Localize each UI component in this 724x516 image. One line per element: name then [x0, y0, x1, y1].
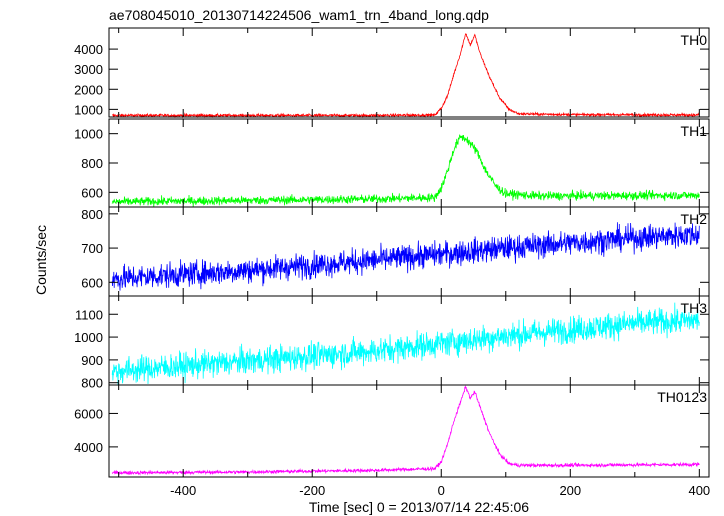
x-tick-label: 400: [688, 483, 710, 498]
panel-label: TH3: [681, 300, 708, 316]
y-tick-label: 600: [81, 185, 103, 200]
x-tick-label: 0: [438, 483, 445, 498]
y-tick-label: 1100: [75, 307, 103, 322]
y-tick-label: 1000: [74, 102, 103, 117]
panel-th0123: 4000 6000 TH0123: [74, 384, 710, 478]
panel-th1: 600 800 1000 TH1: [74, 118, 710, 208]
y-tick-label: 800: [81, 207, 103, 222]
panel-th3: 800 900 1000 1100 TH3: [74, 295, 710, 391]
panel-label: TH0: [681, 32, 708, 48]
y-tick-label: 4000: [74, 440, 103, 455]
y-tick-label: 6000: [74, 406, 103, 421]
y-tick-label: 2000: [74, 82, 103, 97]
panel-label: TH0123: [657, 389, 707, 405]
panel-th0: 1000 2000 3000 4000 TH0: [74, 27, 710, 119]
series-line-th0123: [111, 385, 700, 476]
y-tick-label: 900: [81, 353, 103, 368]
panel-frame: [108, 384, 710, 478]
series-line-th2: [111, 222, 700, 291]
y-tick-label: 3000: [74, 62, 103, 77]
y-tick-label: 4000: [74, 42, 103, 57]
y-tick-label: 800: [81, 156, 103, 171]
x-tick-label: -400: [170, 483, 196, 498]
x-tick-label: 200: [559, 483, 581, 498]
y-tick-label: 800: [81, 376, 103, 391]
y-axis-label: Counts/sec: [33, 225, 49, 295]
panel-label: TH2: [681, 211, 708, 227]
series-line-th1: [111, 134, 700, 207]
x-tick-label: -200: [299, 483, 325, 498]
x-axis-label: Time [sec] 0 = 2013/07/14 22:45:06: [309, 499, 529, 515]
panel-frame: [108, 27, 710, 118]
y-tick-label: 700: [81, 241, 103, 256]
series-line-th3: [111, 302, 700, 386]
y-tick-label: 600: [81, 275, 103, 290]
y-tick-label: 1000: [74, 127, 103, 142]
series-line-th0: [111, 33, 700, 119]
y-tick-label: 1000: [74, 330, 103, 345]
chart-title: ae708045010_20130714224506_wam1_trn_4ban…: [109, 7, 489, 23]
panel-th2: 600 700 800 TH2: [81, 206, 710, 297]
panel-label: TH1: [681, 123, 708, 139]
